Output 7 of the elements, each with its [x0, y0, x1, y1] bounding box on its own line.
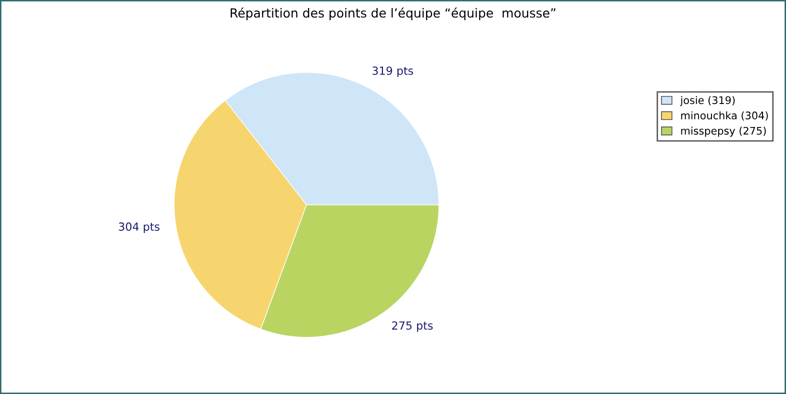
data-label: 304 pts: [118, 222, 160, 233]
legend-label: misspepsy (275): [681, 126, 766, 137]
legend-label: minouchka (304): [681, 111, 768, 121]
data-label: 319 pts: [372, 66, 414, 78]
data-label: 275 pts: [392, 321, 433, 332]
legend-label: josie (319): [680, 96, 735, 106]
chart-title: Répartition des points de l’équipe “équipe mousse”: [230, 7, 556, 20]
